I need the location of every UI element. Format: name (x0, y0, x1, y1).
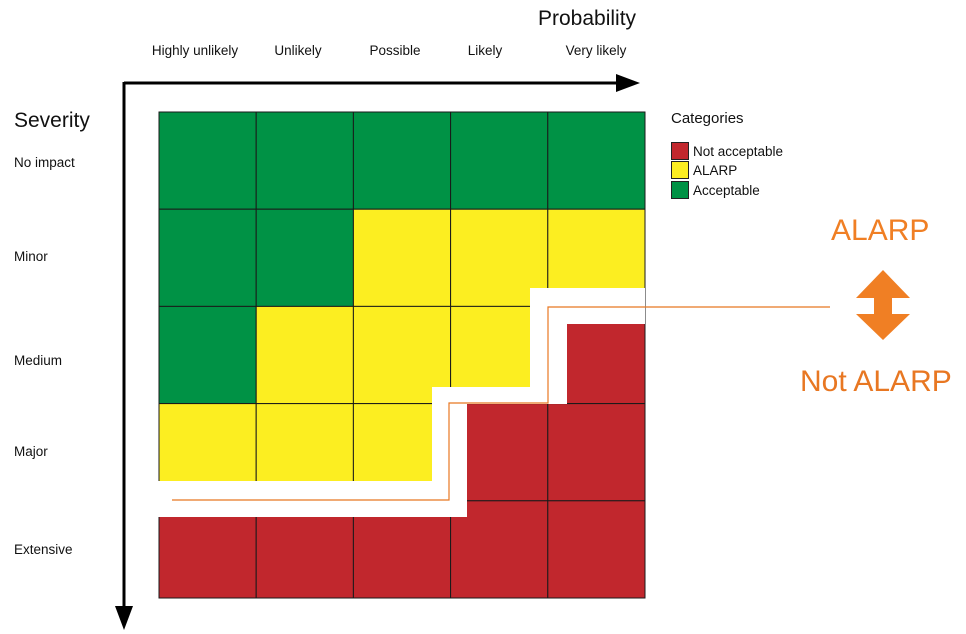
legend-item-acceptable: Acceptable (671, 181, 760, 199)
y-axis-arrowhead (115, 606, 133, 630)
legend-swatch-not-acceptable (671, 142, 689, 160)
matrix-cell-alarp (255, 305, 354, 405)
alarp-annotation-label: ALARP (831, 214, 930, 247)
boundary-line (172, 306, 830, 501)
alarp-boundary-gap (146, 288, 830, 517)
legend-label: Acceptable (693, 182, 760, 198)
probability-label-very-likely: Very likely (565, 43, 627, 58)
legend-title: Categories (671, 110, 744, 127)
matrix-cell-not-acceptable (547, 403, 646, 502)
arrow-up-head (856, 270, 910, 298)
probability-label-unlikely: Unlikely (274, 43, 322, 58)
matrix-cell-acceptable (352, 111, 452, 210)
legend-item-alarp: ALARP (671, 161, 737, 179)
matrix-cell-acceptable (450, 111, 549, 210)
legend-label: Not acceptable (693, 143, 784, 159)
probability-label-possible: Possible (369, 43, 421, 58)
matrix-cell-acceptable (547, 111, 646, 210)
not-alarp-annotation-label: Not ALARP (800, 365, 952, 398)
matrix-cell-acceptable (158, 111, 257, 210)
matrix-cell-acceptable (255, 208, 354, 307)
probability-label-highly-unlikely: Highly unlikely (151, 43, 239, 58)
probability-label-likely: Likely (467, 43, 503, 58)
severity-label-extensive: Extensive (14, 542, 73, 557)
matrix-cells (158, 111, 646, 599)
matrix-cell-acceptable (158, 208, 257, 307)
arrow-down-head (856, 314, 910, 340)
double-headed-arrow-icon (856, 270, 910, 340)
x-axis-title: Probability (538, 7, 637, 30)
arrow-shaft (874, 296, 892, 316)
matrix-cell-acceptable (158, 305, 257, 405)
legend-swatch-acceptable (671, 181, 689, 199)
legend-swatch-alarp (671, 161, 689, 179)
legend-item-not-acceptable: Not acceptable (671, 142, 783, 160)
severity-label-no-impact: No impact (14, 155, 75, 170)
severity-label-minor: Minor (14, 249, 48, 264)
severity-label-major: Major (14, 444, 48, 459)
y-axis-title: Severity (14, 109, 90, 132)
severity-label-medium: Medium (14, 353, 63, 368)
x-axis-arrowhead (616, 74, 640, 92)
matrix-cell-alarp (352, 208, 452, 307)
matrix-cell-not-acceptable (547, 500, 646, 599)
legend-label: ALARP (693, 162, 738, 178)
matrix-cell-acceptable (255, 111, 354, 210)
axes (115, 74, 640, 630)
